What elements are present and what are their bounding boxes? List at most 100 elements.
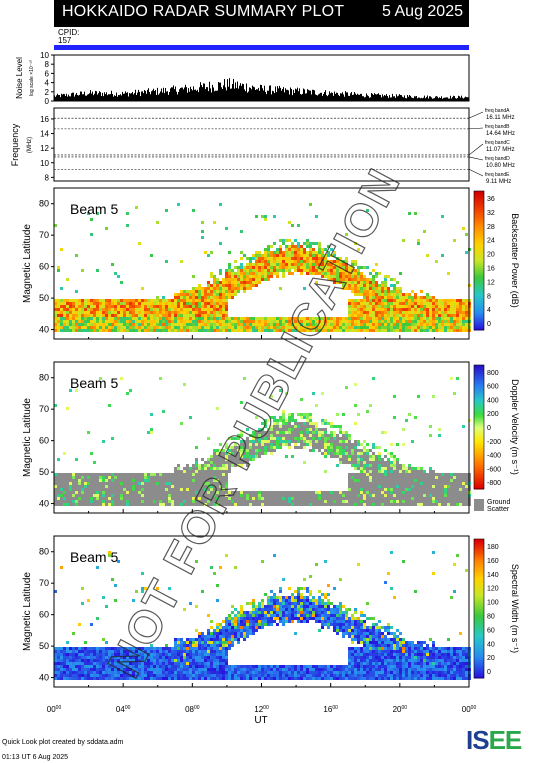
radar-cell	[345, 272, 348, 275]
radar-cell	[264, 329, 267, 332]
radar-cell	[417, 326, 420, 329]
radar-cell	[345, 440, 348, 443]
colorbar-swatch	[474, 476, 484, 480]
radar-cell	[213, 275, 216, 278]
radar-cell	[183, 329, 186, 332]
radar-cell	[312, 446, 315, 449]
radar-cell	[369, 314, 372, 317]
radar-cell	[288, 443, 291, 446]
radar-cell	[408, 320, 411, 323]
radar-cell	[309, 443, 312, 446]
radar-cell	[204, 314, 207, 317]
radar-cell	[366, 320, 369, 323]
radar-cell	[60, 674, 63, 677]
radar-cell	[315, 500, 318, 503]
radar-cell	[381, 290, 384, 293]
radar-cell	[54, 677, 57, 680]
radar-cell	[189, 296, 192, 299]
radar-cell	[138, 485, 141, 488]
radar-cell	[264, 317, 267, 320]
radar-cell	[411, 440, 414, 443]
radar-cell	[276, 272, 279, 275]
radar-cell	[354, 482, 357, 485]
radar-cell	[444, 308, 447, 311]
radar-cell	[75, 488, 78, 491]
radar-cell	[207, 323, 210, 326]
radar-cell	[396, 308, 399, 311]
radar-cell	[258, 254, 261, 257]
radar-cell	[462, 500, 465, 503]
radar-cell	[93, 671, 96, 674]
radar-cell	[456, 485, 459, 488]
radar-cell	[60, 311, 63, 314]
radar-cell	[66, 677, 69, 680]
radar-cell	[207, 329, 210, 332]
radar-cell	[102, 326, 105, 329]
radar-cell	[147, 326, 150, 329]
radar-cell	[72, 479, 75, 482]
radar-cell	[87, 317, 90, 320]
radar-cell	[153, 482, 156, 485]
radar-cell	[78, 308, 81, 311]
radar-cell	[183, 296, 186, 299]
radar-cell	[231, 275, 234, 278]
radar-cell	[360, 314, 363, 317]
radar-cell	[264, 269, 267, 272]
radar-cell	[102, 500, 105, 503]
radar-cell	[330, 446, 333, 449]
radar-cell	[105, 500, 108, 503]
colorbar-swatch	[474, 193, 484, 197]
radar-cell	[75, 308, 78, 311]
radar-cell	[414, 314, 417, 317]
radar-cell	[264, 275, 267, 278]
frequency-tick-label: 12	[40, 144, 49, 153]
radar-cell	[306, 242, 309, 245]
radar-cell	[279, 251, 282, 254]
radar-cell	[228, 503, 231, 506]
radar-cell	[324, 419, 327, 422]
colorbar-swatch	[474, 258, 484, 261]
radar-cell	[408, 311, 411, 314]
radar-cell	[99, 302, 102, 305]
radar-cell	[276, 503, 279, 506]
radar-panel-1-cells	[54, 203, 471, 332]
radar-cell	[108, 317, 111, 320]
radar-cell	[192, 287, 195, 290]
radar-cell	[57, 458, 60, 461]
radar-cell	[414, 494, 417, 497]
radar-cell	[390, 461, 393, 464]
radar-cell	[351, 314, 354, 317]
radar-cell	[114, 305, 117, 308]
radar-cell	[399, 299, 402, 302]
radar-cell	[357, 443, 360, 446]
radar-cell	[216, 311, 219, 314]
radar-cell	[99, 647, 102, 650]
radar-cell	[264, 425, 267, 428]
radar-cell	[447, 302, 450, 305]
radar-cell	[465, 473, 468, 476]
radar-cell	[132, 305, 135, 308]
radar-cell	[210, 470, 213, 473]
radar-cell	[243, 254, 246, 257]
radar-cell	[348, 269, 351, 272]
radar-cell	[216, 329, 219, 332]
radar-cell	[357, 503, 360, 506]
radar-cell	[411, 476, 414, 479]
radar-cell	[369, 464, 372, 467]
radar-cell	[75, 329, 78, 332]
radar-cell	[87, 479, 90, 482]
radar-cell	[399, 296, 402, 299]
radar-cell	[237, 503, 240, 506]
radar-cell	[123, 299, 126, 302]
radar-cell	[132, 299, 135, 302]
radar-cell	[144, 500, 147, 503]
radar-cell	[210, 458, 213, 461]
radar-cell	[153, 305, 156, 308]
radar-cell	[150, 305, 153, 308]
radar-cell	[393, 395, 396, 398]
radar-cell	[393, 494, 396, 497]
radar-cell	[120, 326, 123, 329]
radar-cell	[114, 677, 117, 680]
radar-cell	[348, 278, 351, 281]
radar-cell	[396, 317, 399, 320]
